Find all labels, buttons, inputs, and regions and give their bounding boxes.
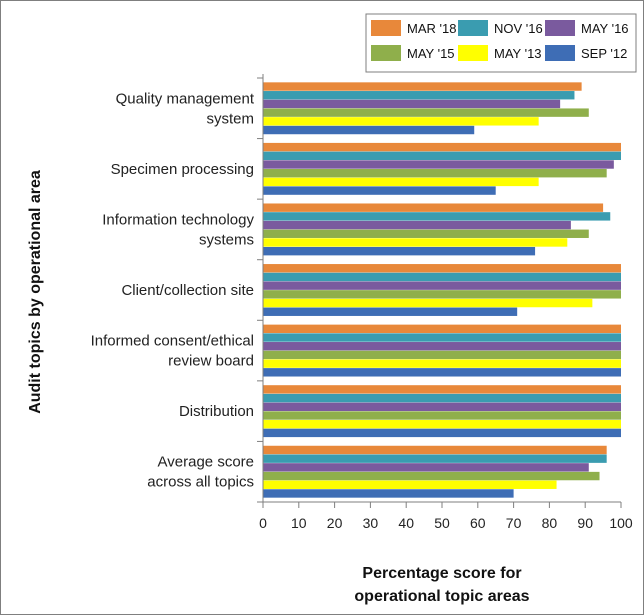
bar-may-13-cat-5 [263,419,621,429]
bar-nov-16-cat-4 [263,333,621,342]
bar-sep-12-cat-0 [263,125,475,135]
bar-may-13-cat-3 [263,298,593,308]
bar-mar-18-cat-5 [263,385,621,394]
x-tick-label: 60 [470,515,486,531]
legend-swatch [545,45,575,61]
bar-may-15-cat-4 [263,350,621,360]
bar-sep-12-cat-2 [263,246,536,256]
category-label: system [206,110,254,127]
legend-swatch [458,45,488,61]
category-label: Specimen processing [111,161,254,178]
legend-swatch [545,20,575,36]
bar-may-13-cat-0 [263,117,539,126]
x-tick-label: 90 [577,515,593,531]
legend-box [365,13,637,73]
bar-mar-18-cat-1 [263,142,621,152]
bar-may-16-cat-2 [263,220,571,230]
bar-nov-16-cat-3 [263,272,621,282]
bar-may-15-cat-1 [263,169,607,178]
axes-group [257,74,622,508]
x-tick-label: 10 [291,515,307,531]
legend-label: MAY '13 [494,46,542,61]
bar-sep-12-cat-1 [263,186,496,195]
legend-label: MAR '18 [407,21,456,36]
x-tick-label: 40 [398,515,414,531]
x-axis-title-line-1: Percentage score for [362,565,521,582]
bar-may-16-cat-0 [263,99,561,109]
x-tick-label: 50 [434,515,450,531]
bar-sep-12-cat-6 [263,489,514,498]
bar-nov-16-cat-6 [263,454,607,463]
bar-may-16-cat-4 [263,342,621,351]
bar-may-15-cat-0 [263,108,589,117]
bar-sep-12-cat-5 [263,428,621,438]
bar-nov-16-cat-1 [263,151,621,161]
legend-swatch [458,20,488,36]
legend-swatch [371,20,401,36]
y-axis-title: Audit topics by operational area [27,170,44,414]
bar-may-13-cat-1 [263,177,539,187]
labels-group: 0 10 20 30 40 50 60 70 80 90 100 Quality management… [91,90,633,531]
legend-label: NOV '16 [494,21,543,36]
category-label: Informed consent/ethical [91,333,254,350]
bar-may-15-cat-2 [263,229,589,238]
category-label: Quality management [116,90,255,107]
bar-may-16-cat-5 [263,402,621,411]
bar-may-13-cat-2 [263,238,568,247]
category-label: across all topics [147,474,254,491]
bar-may-16-cat-6 [263,463,589,472]
category-label: Information technology [102,211,254,228]
category-label: systems [199,231,254,248]
legend-swatch [371,45,401,61]
bars-group [263,82,621,498]
bar-mar-18-cat-0 [263,82,582,91]
x-tick-label: 0 [259,515,267,531]
legend-label: MAY '16 [581,21,629,36]
category-label: review board [168,353,254,370]
bar-may-15-cat-6 [263,471,600,481]
bar-may-15-cat-3 [263,290,621,299]
bar-nov-16-cat-5 [263,393,621,403]
x-tick-label: 20 [327,515,343,531]
x-tick-label: 70 [506,515,522,531]
bar-may-13-cat-4 [263,359,621,368]
legend: MAR '18 NOV '16 MAY '16 MAY '15 MAY '13 SEP '… [365,13,637,73]
bar-may-13-cat-6 [263,480,557,489]
category-label: Distribution [179,403,254,420]
x-axis-title-line-2: operational topic areas [354,588,529,605]
bar-mar-18-cat-4 [263,324,621,334]
bar-sep-12-cat-3 [263,307,518,316]
category-label: Average score [158,454,254,471]
bar-sep-12-cat-4 [263,368,621,377]
bar-mar-18-cat-2 [263,203,604,212]
bar-may-16-cat-1 [263,160,614,169]
bar-nov-16-cat-0 [263,91,575,100]
bar-mar-18-cat-3 [263,264,621,273]
x-tick-label: 80 [542,515,558,531]
legend-label: SEP '12 [581,46,627,61]
legend-label: MAY '15 [407,46,455,61]
bar-nov-16-cat-2 [263,212,611,221]
category-label: Client/collection site [121,282,254,299]
bar-mar-18-cat-6 [263,445,607,455]
x-tick-label: 30 [363,515,379,531]
bar-may-15-cat-5 [263,411,621,420]
bar-may-16-cat-3 [263,281,621,290]
x-tick-label: 100 [609,515,633,531]
